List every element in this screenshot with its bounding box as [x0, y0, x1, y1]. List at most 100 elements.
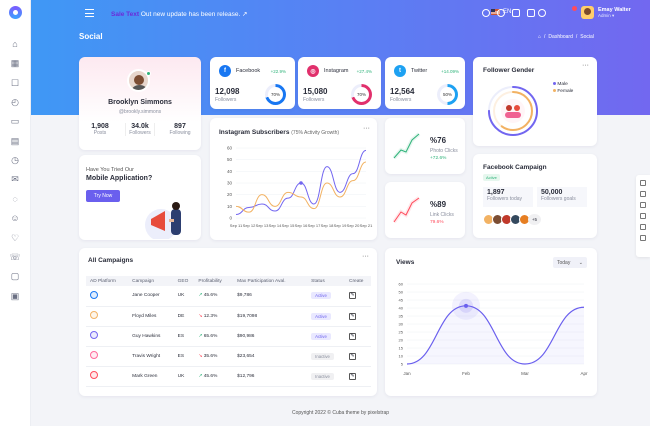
period-select[interactable]: Today ⌄ — [553, 257, 587, 268]
x-tick-label: Sep 21 — [360, 223, 373, 228]
quick-tool-icon[interactable] — [640, 202, 646, 208]
all-campaigns-card: All Campaigns ··· AD Platform Campaign G… — [79, 248, 377, 396]
contact-icon[interactable]: ☏ — [9, 251, 21, 262]
language-selector[interactable]: EN — [491, 9, 511, 15]
y-tick-label: 50 — [227, 157, 233, 162]
x-tick-label: Sep 12 — [243, 223, 256, 228]
data-point[interactable] — [299, 181, 303, 185]
status-badge[interactable]: Active — [311, 292, 331, 300]
data-point[interactable] — [464, 303, 468, 308]
y-tick-label: 5 — [401, 362, 404, 367]
more-options-icon[interactable]: ··· — [363, 125, 370, 132]
kanban-icon[interactable]: ▤ — [10, 135, 20, 146]
quick-tool-icon[interactable] — [640, 235, 646, 241]
edit-icon[interactable]: ✎ — [348, 352, 356, 360]
link-clicks-label: Link Clicks — [430, 212, 454, 218]
status-badge[interactable]: Active — [311, 332, 331, 340]
notice-bar[interactable]: Sale Text Out new update has been releas… — [111, 10, 248, 18]
table-row: Travis Wright ES ↘ 35.6% $23,654 Inactiv… — [86, 346, 371, 367]
edit-icon[interactable]: ✎ — [348, 332, 356, 340]
series-line-1 — [235, 161, 367, 213]
menu-toggle-icon[interactable] — [85, 9, 94, 17]
table-row: Jane Cooper UK ↗ 45.6% $9,786 Active ✎ — [86, 286, 371, 307]
moon-icon[interactable] — [497, 9, 505, 17]
project-icon[interactable]: ◴ — [11, 96, 19, 107]
x-tick-label: Sep 20 — [347, 223, 360, 228]
bookmark-icon[interactable]: ♡ — [10, 232, 20, 243]
folder-icon[interactable]: ▭ — [10, 115, 20, 126]
more-avatars-badge[interactable]: +5 — [528, 214, 541, 225]
task-icon[interactable]: ▢ — [10, 270, 20, 281]
breadcrumb-separator: / — [575, 34, 578, 40]
status-badge[interactable]: Inactive — [311, 372, 334, 380]
photo-clicks-change: +72.6% — [430, 156, 447, 161]
column-header: Status — [307, 276, 345, 286]
home-icon[interactable]: ⌂ — [538, 34, 542, 40]
logo-icon[interactable] — [9, 6, 22, 19]
y-tick-label: 15 — [399, 346, 404, 351]
search-icon[interactable] — [482, 9, 490, 17]
more-options-icon[interactable]: ··· — [362, 253, 369, 260]
photo-clicks-sparkline — [393, 132, 421, 160]
home-icon[interactable]: ⌂ — [12, 38, 18, 49]
x-tick-label: Mar — [521, 371, 529, 376]
user-role: Admin ▾ — [598, 12, 615, 18]
mail-icon[interactable]: ✉ — [11, 173, 19, 184]
promo-line1: Have You Tried Our — [86, 167, 135, 173]
notice-highlight: Sale Text — [111, 11, 140, 18]
breadcrumb: ⌂ / Dashboard / Social — [538, 34, 594, 40]
max-participation: $19,7098 — [233, 306, 308, 327]
user-name: Emay Walter — [598, 6, 631, 13]
x-tick-label: Sep 16 — [295, 223, 308, 228]
x-tick-label: Sep 17 — [308, 223, 321, 228]
campaign-name: Travis Wright — [128, 346, 174, 367]
edit-icon[interactable]: ✎ — [348, 292, 356, 300]
ecommerce-icon[interactable]: ◷ — [11, 154, 19, 165]
quick-tool-icon[interactable] — [640, 213, 646, 219]
widgets-icon[interactable]: ▦ — [10, 57, 20, 68]
quick-tool-icon[interactable] — [640, 180, 646, 186]
instagram-progress-ring: 70% — [351, 84, 372, 105]
chart-title-text: Instagram Subscribers — [219, 129, 290, 136]
layout-icon[interactable]: ☐ — [10, 77, 20, 88]
status-badge[interactable]: Active — [311, 312, 331, 320]
star-icon[interactable] — [512, 9, 520, 17]
y-tick-label: 35 — [399, 314, 404, 319]
calendar-icon[interactable]: ▣ — [10, 290, 20, 301]
profile-card: Brooklyn Simmons @brookly.simmons 1,908 P… — [79, 57, 201, 150]
edit-icon[interactable]: ✎ — [348, 372, 356, 380]
breadcrumb-dashboard[interactable]: Dashboard — [548, 34, 573, 40]
user-icon[interactable]: ☺ — [10, 212, 20, 223]
cart-icon[interactable] — [527, 9, 535, 17]
y-tick-label: 20 — [399, 338, 404, 343]
photo-clicks-value: %76 — [430, 136, 447, 145]
followers-goal-box: 50,000 Followers goals — [537, 187, 587, 207]
status-badge[interactable]: Inactive — [311, 352, 334, 360]
user-menu[interactable]: Emay Walter Admin ▾ — [581, 6, 631, 19]
views-card: Views Today ⌄ 5 10 15 20 25 30 35 40 45 50 60 Jan Feb… — [385, 248, 597, 396]
quick-tool-icon[interactable] — [640, 224, 646, 230]
platform-cell — [86, 286, 129, 307]
more-options-icon[interactable]: ··· — [582, 62, 589, 69]
period-select-value: Today — [557, 260, 571, 266]
edit-icon[interactable]: ✎ — [348, 312, 356, 320]
us-flag-icon — [491, 9, 500, 15]
max-participation: $23,654 — [233, 346, 308, 367]
y-tick-label: 40 — [227, 169, 233, 174]
follower-gender-card: Follower Gender ··· Male Female — [473, 57, 597, 146]
profit-value: 12.3% — [203, 313, 218, 319]
platform-cell — [86, 306, 129, 327]
create-cell: ✎ — [344, 366, 371, 387]
trend-up-icon: ↗ — [198, 293, 203, 299]
trend-down-icon: ↘ — [198, 353, 203, 359]
column-header: Campaign — [128, 276, 174, 286]
campaign-status-badge: Active — [483, 174, 500, 181]
table-row: Floyd Miles DE ↘ 12.3% $19,7098 Active ✎ — [86, 306, 371, 327]
followers-value: 12,564 — [390, 87, 415, 96]
chat-icon[interactable]: ◌ — [12, 193, 18, 204]
try-now-button[interactable]: Try Now — [86, 190, 120, 202]
y-tick-label: 30 — [399, 322, 404, 327]
y-tick-label: 60 — [227, 146, 233, 151]
bell-icon[interactable] — [538, 9, 546, 17]
quick-tool-icon[interactable] — [640, 191, 646, 197]
